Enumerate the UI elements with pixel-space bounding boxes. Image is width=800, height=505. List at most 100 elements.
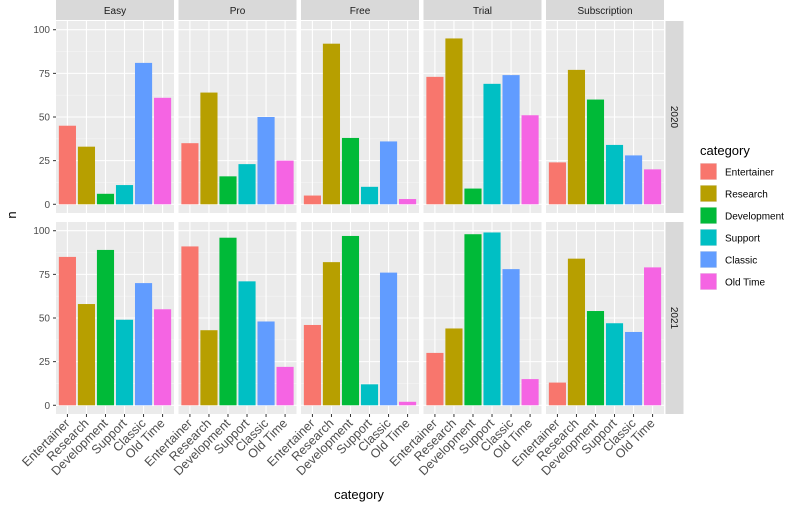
legend-label: Research [725,190,768,201]
bar-pro-2020-research [200,92,218,205]
bar-subscription-2020-support [605,144,624,205]
legend-swatch-development [700,207,717,224]
facet-strip [665,21,684,213]
bar-pro-2020-support [238,164,256,205]
bar-subscription-2021-entertainer [548,382,566,406]
bar-free-2021-development [341,235,360,406]
bar-pro-2021-classic [257,321,275,406]
facet-strip [56,0,174,20]
bar-easy-2020-research [77,146,96,205]
bar-subscription-2021-classic [624,331,643,406]
bar-easy-2020-old-time [154,97,172,205]
bar-free-2020-support [360,186,379,205]
bar-pro-2020-entertainer [181,143,199,205]
y-tick-label: 25 [39,357,51,368]
bar-trial-2021-old-time [521,379,539,406]
y-tick-label: 0 [44,401,50,412]
bar-easy-2021-classic [134,283,153,406]
bar-pro-2021-old-time [276,366,294,406]
bar-free-2021-support [360,384,379,406]
bar-free-2020-classic [379,141,398,205]
facet-strip [178,0,297,20]
legend-swatch-research [700,185,717,202]
bar-trial-2021-development [464,234,482,406]
bar-subscription-2021-old-time [644,267,662,406]
bar-free-2020-old-time [399,199,417,205]
bar-trial-2021-support [483,232,501,406]
bar-free-2021-research [322,262,341,406]
bar-easy-2020-support [115,185,134,205]
bar-trial-2021-entertainer [426,352,444,406]
facet-label-2020: 2020 [668,106,679,129]
facet-label-trial: Trial [473,6,492,17]
bar-easy-2020-classic [134,62,153,205]
bar-trial-2020-research [445,38,463,205]
bar-free-2020-entertainer [303,195,321,205]
bar-pro-2021-support [238,281,256,406]
bar-subscription-2021-development [586,311,605,406]
bar-pro-2020-classic [257,117,275,205]
bar-subscription-2020-entertainer [548,162,566,205]
legend-swatch-old-time [700,273,717,290]
legend-label: Classic [725,256,757,267]
bar-subscription-2021-support [605,323,624,406]
bar-subscription-2021-research [567,258,586,406]
y-tick-label: 0 [44,200,50,211]
y-tick-label: 100 [33,226,50,237]
bar-pro-2020-old-time [276,160,294,205]
y-axis-title: n [4,211,19,218]
bar-subscription-2020-development [586,99,605,205]
facet-strip [546,0,664,20]
legend-swatch-entertainer [700,163,717,180]
bar-easy-2021-old-time [154,309,172,406]
bar-trial-2020-old-time [521,115,539,205]
bar-easy-2021-development [96,249,115,406]
facet-label-free: Free [350,6,371,17]
y-tick-label: 75 [39,270,51,281]
facet-label-subscription: Subscription [577,6,632,17]
bar-trial-2021-research [445,328,463,406]
bar-easy-2021-entertainer [58,256,76,406]
bar-trial-2021-classic [502,269,520,406]
y-tick-label: 25 [39,156,51,167]
bar-easy-2021-support [115,319,134,406]
bar-pro-2021-development [219,237,237,406]
bar-subscription-2020-classic [624,155,643,205]
facet-label-pro: Pro [230,6,246,17]
y-tick-label: 50 [39,314,51,325]
y-tick-label: 75 [39,69,51,80]
facet-strip [423,0,542,20]
bar-subscription-2020-research [567,69,586,205]
bar-easy-2020-development [96,193,115,205]
legend-swatch-support [700,229,717,246]
bar-free-2020-development [341,137,360,205]
bar-pro-2020-development [219,176,237,205]
legend-swatch-classic [700,251,717,268]
legend-label: Development [725,212,784,223]
y-tick-label: 100 [33,25,50,36]
bar-trial-2020-classic [502,75,520,205]
bar-trial-2020-entertainer [426,76,444,205]
bar-subscription-2020-old-time [644,169,662,205]
facet-strip [665,222,684,414]
y-tick-label: 50 [39,113,51,124]
bar-easy-2020-entertainer [58,125,76,205]
facet-label-2021: 2021 [668,307,679,330]
legend-label: Support [725,234,760,245]
bar-trial-2020-development [464,188,482,205]
legend-label: Entertainer [725,168,775,179]
facet-label-easy: Easy [104,6,126,17]
bar-free-2021-old-time [399,401,417,406]
legend-title: category [700,143,750,158]
facet-strip [301,0,419,20]
bar-pro-2021-entertainer [181,246,199,406]
bar-easy-2021-research [77,304,96,406]
bar-pro-2021-research [200,330,218,406]
bar-trial-2020-support [483,83,501,205]
bar-free-2020-research [322,43,341,205]
bar-free-2021-entertainer [303,324,321,406]
x-axis-title: category [334,487,384,502]
bar-free-2021-classic [379,272,398,406]
legend-label: Old Time [725,278,765,289]
